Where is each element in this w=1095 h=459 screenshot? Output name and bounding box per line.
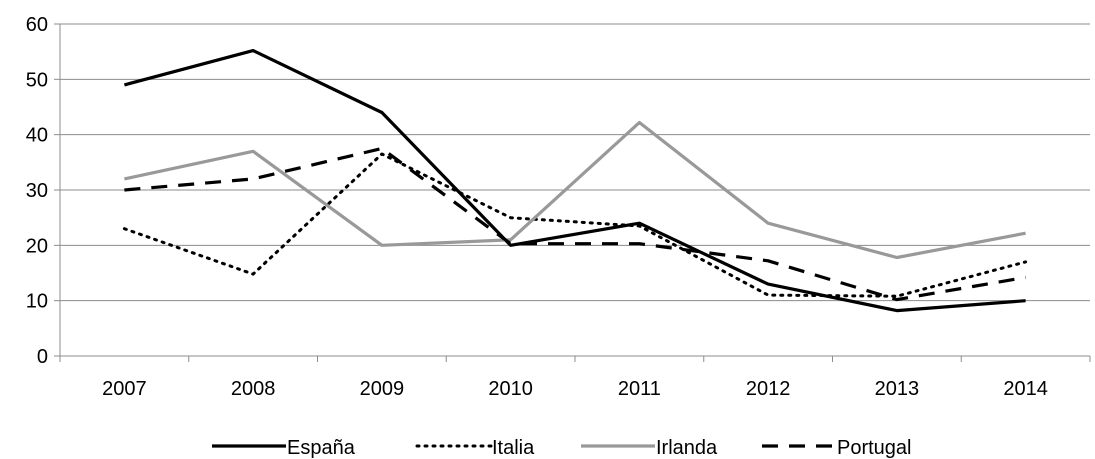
y-tick-label: 10: [26, 291, 48, 313]
x-tick-label: 2013: [875, 378, 920, 400]
axes: 0 10 20 30 40 50 60 2007 2008 2009 2010 2011 2012 201…: [26, 14, 1091, 400]
x-tick-label: 2009: [360, 378, 405, 400]
y-tick-label: 30: [26, 180, 48, 202]
x-tick-label: 2014: [1003, 378, 1048, 400]
legend-label: España: [287, 437, 356, 459]
x-tick-label: 2007: [102, 378, 147, 400]
x-tick-label: 2010: [488, 378, 533, 400]
legend-label: Portugal: [837, 437, 912, 459]
legend: España Italia Irlanda Portugal: [212, 437, 912, 459]
legend-label: Italia: [492, 437, 535, 459]
series-line-irlanda: [124, 120, 1026, 260]
series-line-portugal: [124, 146, 1026, 302]
x-tick-label: 2012: [746, 378, 791, 400]
y-tick-label: 60: [26, 14, 48, 36]
x-tick-label: 2008: [231, 378, 276, 400]
y-tick-label: 20: [26, 235, 48, 257]
legend-label: Irlanda: [656, 437, 718, 459]
grid: [60, 23, 1090, 302]
y-tick-label: 50: [26, 69, 48, 91]
series-lines: [122, 48, 1028, 313]
y-tick-label: 0: [37, 346, 48, 368]
y-tick-label: 40: [26, 125, 48, 147]
series-line-italia: [122, 152, 1028, 298]
x-tick-label: 2011: [618, 378, 661, 400]
series-line-espaa: [123, 48, 1026, 313]
